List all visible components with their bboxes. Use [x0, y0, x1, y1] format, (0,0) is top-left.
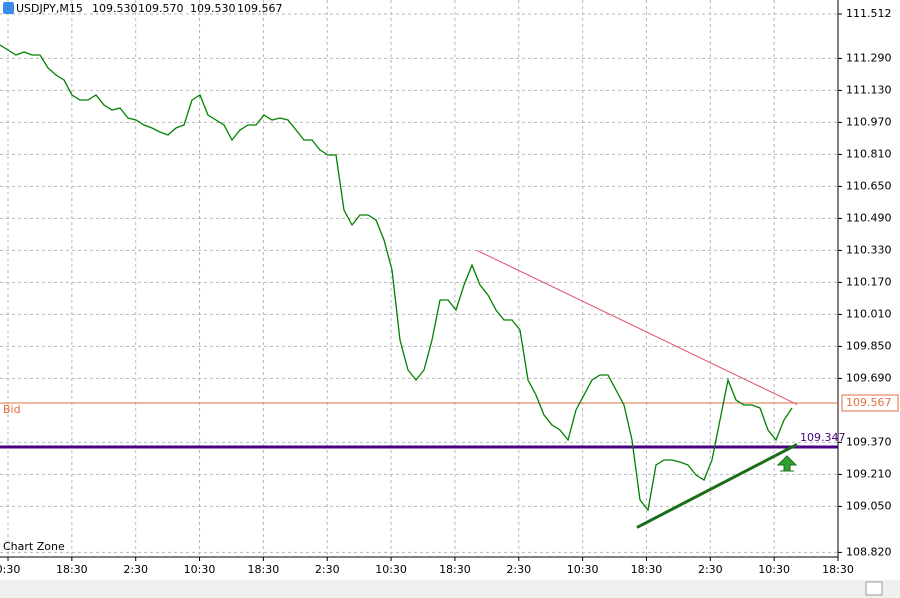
x-tick-label: 18:30 [56, 563, 88, 576]
buy-arrow[interactable] [776, 455, 798, 472]
y-tick-label: 111.290 [846, 51, 892, 64]
x-tick-label: 2:30 [315, 563, 340, 576]
scroll-thumb[interactable] [865, 581, 883, 596]
x-tick-label: 10:30 [567, 563, 599, 576]
open: 109.530 [92, 2, 138, 15]
bid-label: Bid [3, 403, 21, 416]
x-tick-label: 2:30 [506, 563, 531, 576]
high: 109.570 [138, 2, 184, 15]
x-tick-label: 10:30 [758, 563, 790, 576]
x-tick-label: 2:30 [123, 563, 148, 576]
resistance-trendline [476, 249, 798, 405]
y-tick-label: 109.050 [846, 499, 892, 512]
bid-price-box [841, 394, 899, 412]
y-tick-label: 110.650 [846, 179, 892, 192]
y-tick-label: 111.130 [846, 83, 892, 96]
x-tick-label: 10:30 [375, 563, 407, 576]
price-line [0, 44, 793, 512]
x-tick-label: 18:30 [439, 563, 471, 576]
y-tick-label: 110.810 [846, 147, 892, 160]
x-tick-label: 0:30 [0, 563, 20, 576]
y-tick-label: 109.210 [846, 467, 892, 480]
x-tick-label: 2:30 [698, 563, 723, 576]
y-tick-label: 110.170 [846, 275, 892, 288]
y-tick-label: 109.850 [846, 339, 892, 352]
x-tick-label: 18:30 [631, 563, 663, 576]
y-tick-label: 108.820 [846, 545, 892, 558]
y-tick-label: 110.330 [846, 243, 892, 256]
close: 109.567 [237, 2, 283, 15]
scrollbar[interactable] [0, 580, 900, 598]
symbol: USDJPY,M15 [16, 2, 83, 15]
bid-price: 109.567 [846, 396, 892, 409]
x-tick-label: 10:30 [184, 563, 216, 576]
symbol-icon [3, 2, 14, 14]
y-tick-label: 111.512 [846, 7, 892, 20]
y-tick-label: 110.970 [846, 115, 892, 128]
y-tick-label: 110.490 [846, 211, 892, 224]
level-label: 109.347 [800, 431, 846, 444]
x-tick-label: 18:30 [822, 563, 854, 576]
support-trendline [636, 443, 798, 529]
x-tick-label: 18:30 [248, 563, 280, 576]
y-tick-label: 109.370 [846, 435, 892, 448]
low: 109.530 [190, 2, 236, 15]
y-tick-label: 109.690 [846, 371, 892, 384]
chart-title: Chart Zone [3, 540, 65, 553]
y-tick-label: 110.010 [846, 307, 892, 320]
